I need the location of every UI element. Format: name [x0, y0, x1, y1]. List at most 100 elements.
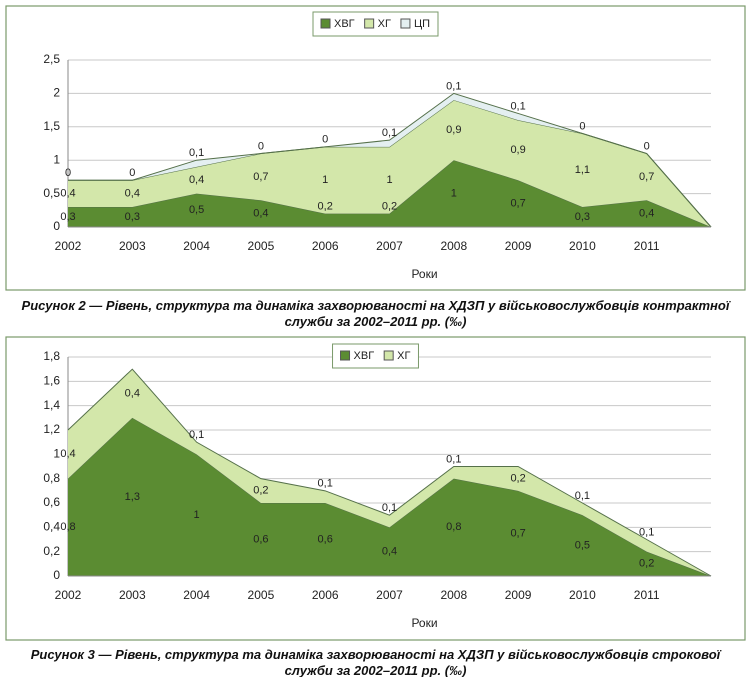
value-label: 0,5	[189, 204, 204, 216]
x-tick-label: 2008	[440, 239, 467, 253]
value-label: 0,2	[318, 201, 333, 213]
value-label: 0	[65, 167, 71, 179]
y-tick-label: 1,5	[43, 119, 60, 133]
value-label: 0,4	[125, 188, 140, 200]
x-tick-label: 2003	[119, 239, 146, 253]
value-label: 0	[322, 134, 328, 146]
y-tick-label: 1,8	[43, 349, 60, 363]
value-label: 0,1	[446, 453, 461, 465]
area	[68, 369, 711, 576]
legend-swatch	[400, 18, 411, 29]
x-tick-label: 2004	[183, 239, 210, 253]
value-label: 0,1	[189, 147, 204, 159]
area	[68, 100, 711, 227]
x-tick-label: 2005	[248, 239, 275, 253]
y-tick-label: 0,4	[43, 520, 60, 534]
area-edge	[67, 368, 712, 577]
value-label: 0,1	[382, 502, 397, 514]
value-label: 0,9	[446, 124, 461, 136]
y-tick-label: 1	[53, 447, 60, 461]
area-edge	[68, 92, 712, 228]
legend-label: ХВГ	[354, 350, 375, 362]
y-tick-label: 0,5	[43, 186, 60, 200]
value-label: 0,2	[639, 558, 654, 570]
value-label: 0,6	[318, 533, 333, 545]
x-tick-label: 2002	[55, 239, 82, 253]
x-tick-label: 2011	[634, 239, 660, 253]
y-tick-label: 0,2	[43, 544, 60, 558]
x-axis-label: Роки	[411, 616, 437, 630]
value-label: 0,9	[510, 144, 525, 156]
x-tick-label: 2005	[248, 588, 275, 602]
value-label: 0,6	[253, 533, 268, 545]
value-label: 0,8	[60, 521, 75, 533]
x-tick-label: 2009	[505, 239, 532, 253]
area	[68, 417, 711, 576]
y-tick-label: 1,6	[43, 374, 60, 388]
x-tick-label: 2010	[569, 239, 596, 253]
value-label: 0,4	[189, 174, 204, 186]
value-label: 0,4	[382, 546, 397, 558]
y-tick-label: 1,4	[43, 398, 60, 412]
value-label: 0,4	[60, 188, 75, 200]
value-label: 1	[194, 509, 200, 521]
legend-label: ХГ	[397, 350, 410, 362]
value-label: 0,3	[125, 211, 140, 223]
value-label: 0,1	[382, 127, 397, 139]
value-label: 0,3	[575, 211, 590, 223]
legend-swatch	[320, 18, 331, 29]
value-label: 0,1	[575, 490, 590, 502]
value-label: 0,2	[253, 485, 268, 497]
legend-label: ХВГ	[334, 18, 355, 30]
x-tick-label: 2006	[312, 239, 339, 253]
value-label: 0,2	[510, 473, 525, 485]
x-tick-label: 2003	[119, 588, 146, 602]
y-tick-label: 2,5	[43, 52, 60, 66]
value-label: 0,8	[446, 521, 461, 533]
legend-swatch	[383, 350, 394, 361]
x-tick-label: 2009	[505, 588, 532, 602]
legend-box	[312, 11, 439, 37]
x-tick-label: 2007	[376, 239, 403, 253]
value-label: 0	[129, 167, 135, 179]
value-label: 0,4	[253, 208, 268, 220]
legend-swatch	[364, 18, 375, 29]
x-tick-label: 2002	[55, 588, 82, 602]
value-label: 0,1	[639, 526, 654, 538]
y-tick-label: 1,2	[43, 422, 60, 436]
x-tick-label: 2008	[440, 588, 467, 602]
x-tick-label: 2007	[376, 588, 403, 602]
legend-label: ХГ	[378, 18, 391, 30]
caption: Рисунок 2 — Рівень, структура та динамік…	[21, 298, 730, 329]
value-label: 0,1	[189, 429, 204, 441]
x-tick-label: 2006	[312, 588, 339, 602]
value-label: 0,4	[639, 208, 654, 220]
legend-swatch	[340, 350, 351, 361]
value-label: 0,1	[510, 100, 525, 112]
y-tick-label: 0,8	[43, 471, 60, 485]
value-label: 0,7	[510, 198, 525, 210]
value-label: 0,5	[575, 539, 590, 551]
value-label: 0,3	[60, 211, 75, 223]
value-label: 0,7	[639, 171, 654, 183]
area	[68, 160, 711, 227]
x-tick-label: 2004	[183, 588, 210, 602]
x-tick-label: 2011	[634, 588, 660, 602]
value-label: 0	[579, 120, 585, 132]
y-tick-label: 0	[53, 219, 60, 233]
value-label: 0,7	[510, 527, 525, 539]
value-label: 0,7	[253, 171, 268, 183]
legend-label: ЦП	[414, 18, 430, 30]
value-label: 1,1	[575, 164, 590, 176]
value-label: 0,1	[318, 478, 333, 490]
value-label: 0	[258, 140, 264, 152]
value-label: 0,1	[446, 80, 461, 92]
caption: Рисунок 3 — Рівень, структура та динамік…	[30, 647, 721, 677]
value-label: 0,2	[382, 201, 397, 213]
value-label: 0,4	[125, 387, 140, 399]
value-label: 0,4	[60, 448, 75, 460]
y-tick-label: 0	[53, 568, 60, 582]
x-axis-label: Роки	[411, 267, 437, 281]
